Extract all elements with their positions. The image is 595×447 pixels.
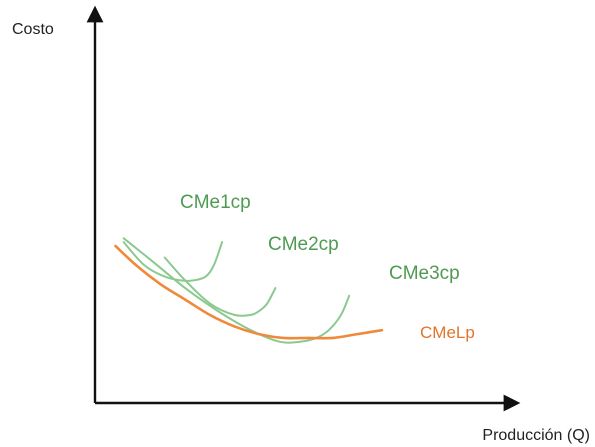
series-line-cme2cp	[163, 256, 277, 317]
series-label-cmelp: CMeLp	[420, 323, 475, 342]
series-label-cme2cp: CMe2cp	[268, 234, 339, 255]
series-line-cme3cp	[122, 237, 351, 344]
x-axis-label: Producción (Q)	[482, 427, 590, 444]
y-axis-label: Costo	[12, 21, 54, 38]
series-line-cmelp	[114, 244, 384, 340]
series-label-cme3cp: CMe3cp	[389, 263, 460, 284]
series-line-cme1cp	[122, 241, 224, 282]
series-label-cme1cp: CMe1cp	[180, 192, 251, 213]
curves-layer	[114, 237, 384, 344]
